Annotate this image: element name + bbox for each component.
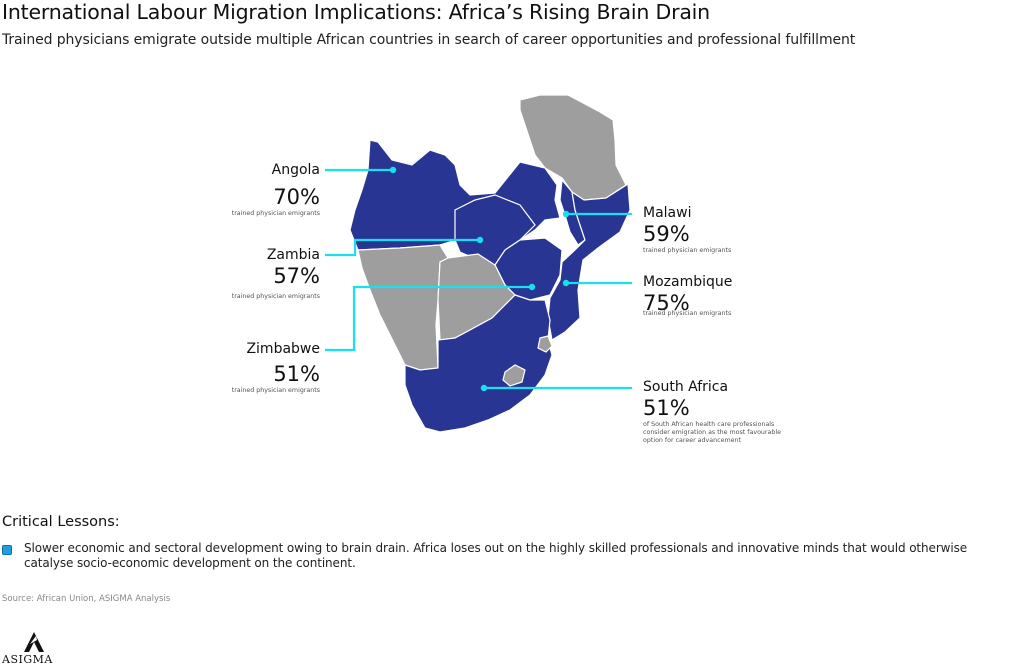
percentage-value: 51%: [273, 362, 320, 386]
country-name: Malawi: [643, 205, 692, 221]
lesson-item: Slower economic and sectoral development…: [24, 541, 968, 570]
callout-mozambique: Mozambique 75% trained physician emigran…: [643, 274, 732, 318]
bullet-icon: [2, 545, 12, 555]
callout-note: trained physician emigrants: [231, 210, 320, 217]
eswatini-shape: [537, 335, 553, 353]
lessons-heading: Critical Lessons:: [2, 514, 120, 530]
south-africa-shape: [404, 294, 553, 433]
zimbabwe-leader: [325, 285, 532, 352]
percentage-value: 75%: [643, 291, 690, 315]
leader-dots: [389, 166, 570, 392]
callout-malawi: Malawi 59% trained physician emigrants: [643, 205, 731, 255]
namibia-shape: [357, 244, 449, 371]
source-note: Source: African Union, ASIGMA Analysis: [2, 594, 171, 604]
country-name: Zimbabwe: [246, 341, 320, 357]
page-subtitle: Trained physicians emigrate outside mult…: [2, 32, 856, 48]
country-name: Angola: [271, 162, 320, 178]
callout-note-line: option for career advancement: [643, 437, 741, 444]
percentage-value: 51%: [643, 396, 690, 420]
mozambique-shape: [547, 182, 631, 341]
leader-lines: [325, 168, 632, 390]
callout-zimbabwe: Zimbabwe 51% trained physician emigrants: [232, 341, 320, 395]
callout-angola: Angola 70% trained physician emigrants: [232, 162, 320, 218]
page-title: International Labour Migration Implicati…: [2, 0, 710, 24]
country-name: Mozambique: [643, 274, 733, 290]
asigma-logo-icon: [24, 632, 44, 652]
callout-note-line: consider emigration as the most favourab…: [643, 429, 781, 436]
callout-note: trained physician emigrants: [643, 310, 732, 317]
country-name: South Africa: [643, 379, 729, 395]
callout-zambia: Zambia 57% trained physician emigrants: [232, 247, 320, 301]
percentage-value: 57%: [273, 264, 320, 288]
callout-note: trained physician emigrants: [643, 247, 732, 254]
percentage-value: 70%: [273, 185, 320, 209]
callout-south-africa: South Africa 51% of South African health…: [643, 379, 781, 445]
lesotho-shape: [502, 364, 526, 387]
callout-note: trained physician emigrants: [231, 293, 320, 300]
callout-note: trained physician emigrants: [231, 387, 320, 394]
logo-text: ASIGMA: [2, 653, 53, 666]
country-name: Zambia: [266, 247, 320, 263]
callout-note-line: of South African health care professiona…: [643, 421, 775, 428]
percentage-value: 59%: [643, 222, 690, 246]
zambia-leader: [325, 238, 480, 257]
